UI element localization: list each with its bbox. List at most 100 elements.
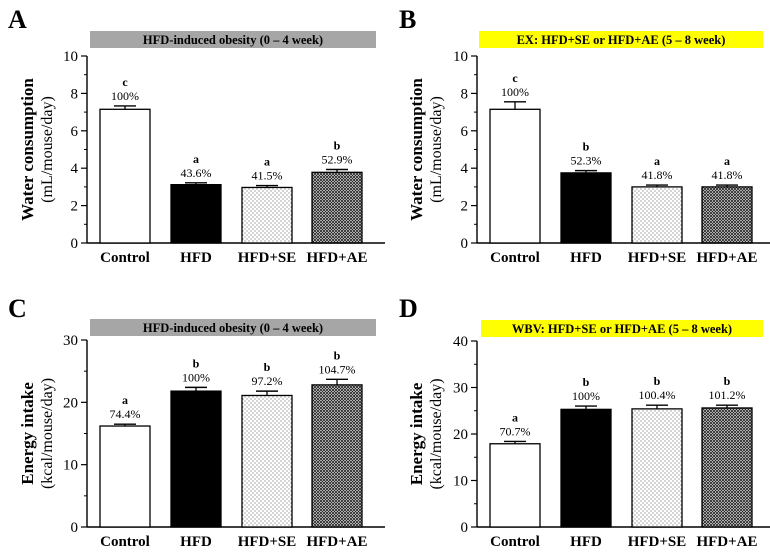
title-banner	[481, 320, 763, 337]
y-tick-label: 40	[453, 334, 468, 350]
x-category-label: HFD	[180, 534, 212, 550]
x-category-label: HFD+SE	[238, 250, 297, 266]
y-axis-label: Energy intake (kcal/mouse/day)	[18, 378, 56, 489]
chart-title: WBV: HFD+SE or HFD+AE (5 – 8 week)	[512, 322, 732, 336]
x-category-label: HFD+AE	[696, 534, 757, 550]
x-category-label: Control	[490, 250, 540, 266]
percent-label: 41.8%	[642, 168, 673, 182]
y-tick-label: 2	[71, 199, 79, 215]
significance-letter: b	[724, 374, 731, 388]
percent-label: 70.7%	[500, 424, 531, 438]
significance-letter: a	[264, 155, 270, 169]
percent-label: 74.4%	[110, 407, 141, 421]
x-category-label: HFD+AE	[306, 534, 367, 550]
bar-hfd-ae	[701, 186, 753, 244]
x-category-label: HFD	[180, 250, 212, 266]
y-axis-label: Energy intake (kcal/mouse/day)	[407, 378, 445, 489]
y-tick-label: 10	[453, 474, 468, 490]
x-category-label: HFD+SE	[628, 250, 687, 266]
y-tick-label: 30	[63, 333, 78, 349]
significance-letter: c	[122, 75, 128, 89]
percent-label: 100%	[182, 370, 210, 384]
y-tick-label: 0	[461, 236, 469, 252]
bar-hfd-ae	[311, 171, 363, 244]
x-category-label: Control	[490, 534, 540, 550]
chart-panel-c: C HFD-induced obesity (0 – 4 week) Energy …	[8, 294, 385, 550]
y-tick-label: 0	[71, 236, 79, 252]
percent-label: 41.5%	[252, 169, 283, 183]
significance-letter: b	[193, 356, 200, 370]
significance-letter: a	[512, 410, 518, 424]
significance-letter: b	[264, 360, 271, 374]
significance-letter: a	[193, 152, 199, 166]
y-tick-label: 0	[71, 520, 79, 536]
panel-letter: B	[399, 5, 416, 34]
chart-panel-a: A HFD-induced obesity (0 – 4 week) Water c…	[8, 5, 385, 266]
percent-label: 100%	[572, 389, 600, 403]
significance-letter: b	[583, 140, 590, 154]
y-tick-label: 2	[461, 199, 469, 215]
percent-label: 101.2%	[709, 388, 746, 402]
bar-hfd	[560, 172, 612, 244]
y-tick-label: 0	[461, 520, 469, 536]
title-banner	[479, 31, 763, 48]
title-banner	[90, 319, 376, 336]
panel-letter: A	[8, 5, 27, 34]
bar-hfd-ae	[701, 407, 753, 528]
percent-label: 104.7%	[319, 362, 356, 376]
chart-title: EX: HFD+SE or HFD+AE (5 – 8 week)	[517, 33, 726, 47]
y-tick-label: 30	[453, 381, 468, 397]
title-banner	[90, 31, 376, 48]
x-category-label: HFD+AE	[696, 250, 757, 266]
percent-label: 52.9%	[322, 153, 353, 167]
x-category-label: HFD	[570, 250, 602, 266]
bar-control	[489, 443, 541, 528]
y-tick-label: 6	[71, 124, 79, 140]
percent-label: 100%	[111, 89, 139, 103]
bar-hfd-ae	[311, 384, 363, 528]
percent-label: 100%	[501, 85, 529, 99]
percent-label: 97.2%	[252, 374, 283, 388]
significance-letter: a	[122, 393, 128, 407]
y-tick-label: 20	[63, 395, 78, 411]
y-tick-label: 8	[461, 86, 469, 102]
significance-letter: b	[654, 374, 661, 388]
chart-title: HFD-induced obesity (0 – 4 week)	[143, 33, 323, 47]
chart-panel-d: D WBV: HFD+SE or HFD+AE (5 – 8 week) Energ…	[399, 294, 770, 550]
significance-letter: a	[724, 154, 730, 168]
bar-hfd-se	[241, 186, 293, 244]
x-category-label: Control	[100, 250, 150, 266]
panel-letter: D	[399, 294, 418, 323]
bar-hfd-se	[631, 186, 683, 244]
significance-letter: b	[334, 139, 341, 153]
chart-title: HFD-induced obesity (0 – 4 week)	[143, 321, 323, 335]
bar-control	[489, 108, 541, 244]
y-tick-label: 4	[71, 161, 79, 177]
percent-label: 41.8%	[712, 168, 743, 182]
y-tick-label: 10	[63, 458, 78, 474]
bar-hfd-se	[631, 408, 683, 528]
chart-panel-b: B EX: HFD+SE or HFD+AE (5 – 8 week) Water …	[399, 5, 770, 266]
significance-letter: b	[583, 375, 590, 389]
panel-letter: C	[8, 294, 27, 323]
y-tick-label: 6	[461, 124, 469, 140]
y-tick-label: 20	[453, 427, 468, 443]
x-category-label: Control	[100, 534, 150, 550]
y-tick-label: 10	[453, 49, 468, 65]
y-tick-label: 8	[71, 86, 79, 102]
x-category-label: HFD	[570, 534, 602, 550]
x-category-label: HFD+SE	[628, 534, 687, 550]
y-axis-label: Water consumption (mL/mouse/day)	[407, 78, 445, 221]
bar-hfd	[170, 184, 222, 244]
bar-hfd	[560, 408, 612, 528]
percent-label: 100.4%	[639, 388, 676, 402]
percent-label: 43.6%	[181, 166, 212, 180]
y-tick-label: 4	[461, 161, 469, 177]
y-axis-label: Water consumption (mL/mouse/day)	[18, 78, 56, 221]
bar-control	[99, 425, 151, 528]
y-tick-label: 10	[63, 49, 78, 65]
bar-hfd-se	[241, 394, 293, 528]
x-category-label: HFD+SE	[238, 534, 297, 550]
significance-letter: a	[654, 154, 660, 168]
